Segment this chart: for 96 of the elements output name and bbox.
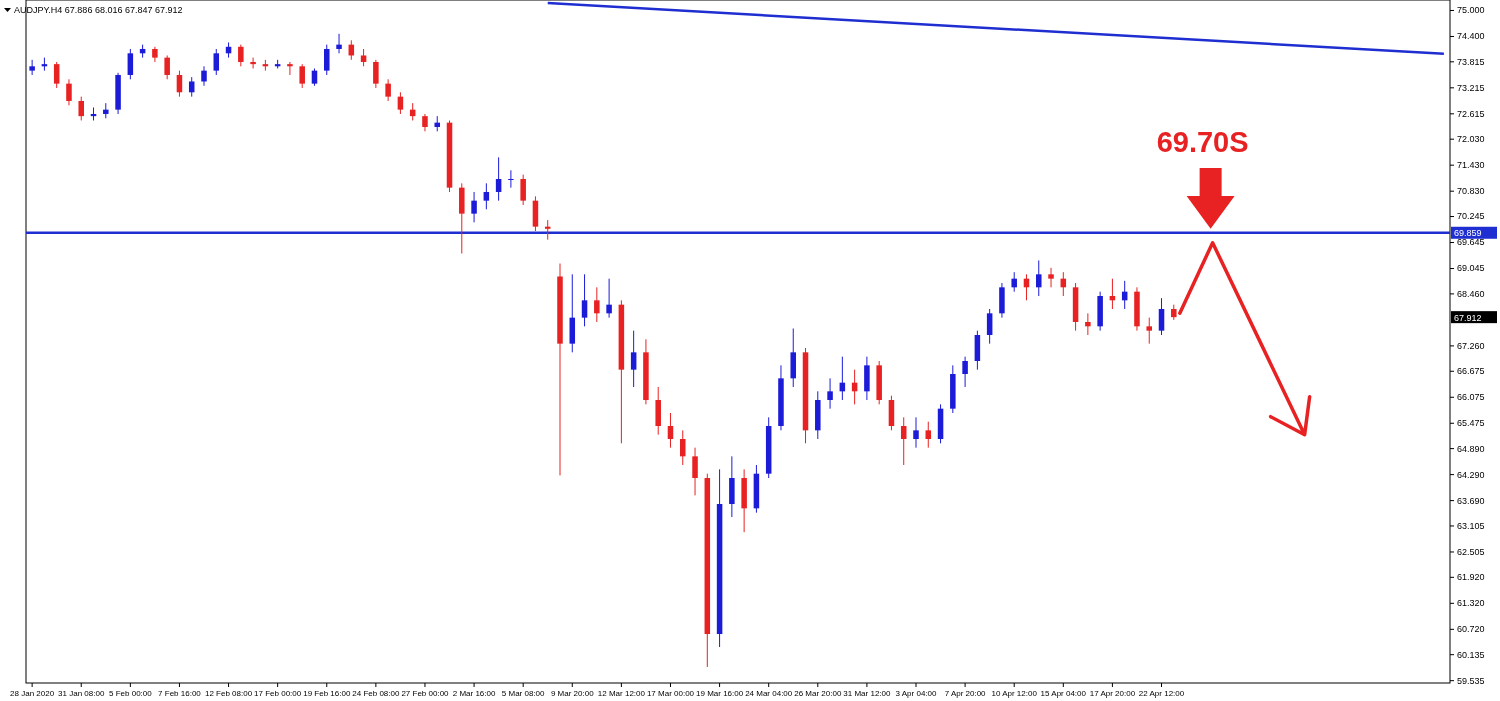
x-tick-label: 26 Mar 20:00 — [794, 688, 842, 698]
candlestick — [692, 447, 698, 496]
y-tick-label: 73.215 — [1457, 82, 1485, 93]
candlestick — [1036, 259, 1042, 297]
candlestick — [1146, 317, 1152, 345]
y-tick-label: 64.290 — [1457, 469, 1485, 480]
x-tick-label: 31 Mar 12:00 — [843, 688, 892, 698]
x-tick-label: 22 Apr 12:00 — [1138, 688, 1185, 698]
candlestick — [520, 174, 526, 206]
candlestick — [1048, 267, 1054, 288]
x-tick-label: 7 Feb 16:00 — [158, 688, 202, 698]
y-tick-label: 62.505 — [1457, 546, 1485, 557]
x-tick-label: 28 Jan 2020 — [10, 688, 55, 698]
y-tick-label: 61.320 — [1457, 598, 1485, 609]
candlestick — [287, 61, 293, 76]
candlestick — [471, 191, 477, 223]
candlestick — [373, 59, 379, 89]
y-tick-label: 66.075 — [1457, 392, 1485, 403]
y-tick-label: 72.615 — [1457, 108, 1485, 119]
candlestick — [1011, 271, 1017, 293]
candlestick — [324, 44, 330, 76]
candlestick — [680, 429, 686, 466]
candlestick — [913, 416, 919, 449]
candlestick — [986, 308, 993, 345]
candlestick — [213, 48, 220, 76]
x-tick-label: 12 Feb 08:00 — [204, 688, 253, 698]
y-tick-label: 67.260 — [1457, 340, 1485, 351]
candlestick — [606, 278, 612, 319]
candlestick — [299, 63, 305, 89]
y-tick-label: 61.920 — [1457, 572, 1485, 583]
x-tick-label: 24 Feb 08:00 — [352, 688, 400, 698]
y-tick-label: 70.830 — [1457, 186, 1485, 197]
candlestick — [201, 65, 207, 87]
candlestick — [925, 421, 932, 449]
candlestick — [397, 91, 404, 115]
text: AUDJPY.H4 67.886 68.016 67.847 67.912 — [14, 5, 183, 15]
candlestick — [827, 377, 833, 410]
candlestick — [1085, 312, 1091, 336]
y-tick-label: 65.475 — [1457, 418, 1485, 429]
candlestick — [385, 78, 391, 102]
ref-line-label: 69.859 — [1454, 228, 1482, 239]
x-tick-label: 5 Feb 00:00 — [108, 688, 153, 698]
candlestick — [508, 169, 514, 189]
candlestick — [53, 61, 60, 89]
candlestick — [900, 416, 907, 466]
y-tick-label: 75.000 — [1457, 5, 1485, 16]
x-tick-label: 12 Mar 12:00 — [597, 688, 646, 698]
y-tick-label: 69.045 — [1457, 263, 1485, 274]
candlestick — [127, 48, 134, 80]
x-tick-label: 17 Mar 00:00 — [646, 688, 695, 698]
y-tick-label: 63.690 — [1457, 495, 1485, 506]
y-tick-label: 64.890 — [1457, 443, 1485, 454]
x-tick-label: 27 Feb 00:00 — [401, 688, 450, 698]
y-tick-label: 72.030 — [1457, 134, 1485, 145]
x-tick-label: 10 Apr 12:00 — [991, 688, 1038, 698]
candlestick — [164, 54, 170, 80]
y-tick-label: 63.105 — [1457, 520, 1485, 531]
y-tick-label: 71.430 — [1457, 160, 1485, 171]
y-tick-label: 68.460 — [1457, 288, 1485, 299]
x-tick-label: 17 Feb 00:00 — [254, 688, 302, 698]
x-tick-label: 17 Apr 20:00 — [1089, 688, 1136, 698]
x-tick-label: 31 Jan 08:00 — [58, 688, 105, 698]
x-tick-label: 19 Feb 16:00 — [303, 688, 351, 698]
x-tick-label: 19 Mar 16:00 — [696, 688, 744, 698]
y-tick-label: 59.535 — [1457, 675, 1485, 686]
y-tick-label: 73.815 — [1457, 56, 1485, 67]
candlestick — [238, 44, 244, 67]
candlestick — [630, 330, 637, 388]
candlestick — [66, 78, 72, 106]
candlestick — [78, 96, 84, 121]
x-tick-label: 5 Mar 08:00 — [501, 688, 546, 698]
text: 67.912 — [1454, 312, 1482, 323]
candlestick — [336, 33, 342, 54]
y-tick-label: 60.720 — [1457, 624, 1485, 635]
x-tick-label: 15 Apr 04:00 — [1040, 688, 1087, 698]
y-tick-label: 70.245 — [1457, 211, 1485, 222]
candlestick — [483, 182, 490, 210]
x-tick-label: 9 Mar 20:00 — [550, 688, 595, 698]
candlestick — [495, 156, 502, 202]
y-tick-label: 60.135 — [1457, 649, 1485, 660]
x-tick-label: 24 Mar 04:00 — [745, 688, 793, 698]
candlestick — [594, 286, 600, 323]
y-tick-label: 69.645 — [1457, 237, 1485, 248]
candlestick — [188, 76, 195, 98]
candlestick — [667, 412, 674, 449]
annotation: 69.70S — [1156, 126, 1249, 158]
candlestick — [581, 273, 588, 327]
candlestick — [250, 57, 256, 69]
x-tick-label: 7 Apr 20:00 — [944, 688, 987, 698]
x-tick-label: 3 Apr 04:00 — [895, 688, 938, 698]
candlestick — [1158, 297, 1165, 336]
candlestick — [29, 59, 35, 76]
y-tick-label: 66.675 — [1457, 366, 1485, 377]
x-tick-label: 2 Mar 16:00 — [452, 688, 496, 698]
candlestick — [962, 356, 968, 388]
y-tick-label: 74.400 — [1457, 31, 1485, 42]
